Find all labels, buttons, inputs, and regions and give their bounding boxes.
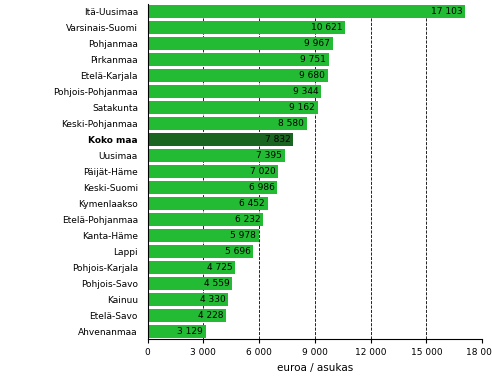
Text: 9 751: 9 751 xyxy=(300,55,326,64)
Bar xyxy=(148,149,285,162)
Bar xyxy=(148,181,277,194)
Text: 6 232: 6 232 xyxy=(235,215,261,224)
Text: 9 680: 9 680 xyxy=(299,71,325,80)
Text: 10 621: 10 621 xyxy=(311,23,342,32)
X-axis label: euroa / asukas: euroa / asukas xyxy=(277,363,353,373)
Text: 7 395: 7 395 xyxy=(256,151,282,160)
Text: 9 162: 9 162 xyxy=(289,103,315,112)
Bar xyxy=(148,69,328,82)
Text: 8 580: 8 580 xyxy=(278,119,304,128)
Bar xyxy=(148,5,465,18)
Text: 7 020: 7 020 xyxy=(249,167,276,176)
Bar xyxy=(148,101,318,114)
Text: 9 967: 9 967 xyxy=(304,39,330,48)
Bar xyxy=(148,133,293,146)
Bar xyxy=(148,213,263,226)
Text: 5 978: 5 978 xyxy=(230,231,256,240)
Text: 3 129: 3 129 xyxy=(177,327,203,336)
Bar xyxy=(148,53,329,66)
Text: 4 330: 4 330 xyxy=(200,295,225,304)
Bar xyxy=(148,165,278,178)
Text: 7 832: 7 832 xyxy=(265,135,290,144)
Bar xyxy=(148,277,232,290)
Bar xyxy=(148,309,226,322)
Bar xyxy=(148,117,307,130)
Bar xyxy=(148,261,235,274)
Text: 4 228: 4 228 xyxy=(198,311,223,320)
Text: 5 696: 5 696 xyxy=(225,247,251,256)
Text: 6 452: 6 452 xyxy=(239,199,265,208)
Text: 4 725: 4 725 xyxy=(207,263,233,272)
Bar xyxy=(148,293,228,306)
Bar xyxy=(148,245,253,258)
Bar xyxy=(148,85,321,98)
Text: 9 344: 9 344 xyxy=(293,87,318,96)
Bar xyxy=(148,21,345,34)
Text: 17 103: 17 103 xyxy=(431,7,462,16)
Text: 4 559: 4 559 xyxy=(204,279,230,288)
Bar xyxy=(148,229,259,242)
Text: 6 986: 6 986 xyxy=(249,183,275,192)
Bar xyxy=(148,197,268,210)
Bar xyxy=(148,325,206,338)
Bar xyxy=(148,37,333,50)
